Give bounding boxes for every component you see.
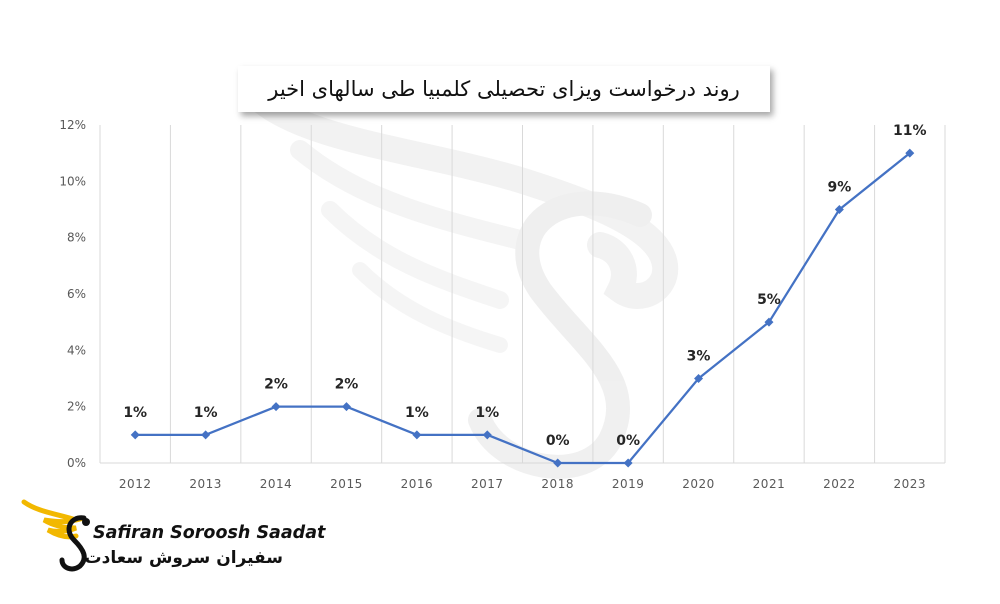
y-tick-label: 12%	[59, 118, 86, 132]
data-label: 1%	[194, 405, 218, 421]
data-label: 3%	[687, 349, 711, 365]
data-label: 1%	[123, 405, 147, 421]
data-point	[412, 430, 422, 440]
x-tick-label: 2014	[260, 477, 293, 491]
y-tick-label: 4%	[67, 343, 86, 357]
data-label: 1%	[475, 405, 499, 421]
data-label: 2%	[264, 377, 288, 393]
y-tick-label: 2%	[67, 400, 86, 414]
data-point	[553, 458, 563, 468]
x-tick-label: 2015	[330, 477, 363, 491]
data-point	[341, 402, 351, 412]
data-label: 11%	[893, 123, 927, 139]
data-point	[201, 430, 211, 440]
x-tick-label: 2020	[682, 477, 715, 491]
series-line	[135, 152, 911, 465]
y-tick-label: 0%	[67, 456, 86, 470]
data-point	[694, 374, 704, 383]
data-point	[130, 430, 140, 440]
watermark-logo	[242, 82, 679, 479]
x-tick-label: 2021	[753, 477, 786, 491]
data-label: 2%	[335, 377, 359, 393]
chart-title: روند درخواست ویزای تحصیلی کلمبیا طی ساله…	[238, 66, 770, 112]
data-label: 1%	[405, 405, 429, 421]
x-tick-label: 2016	[401, 477, 434, 491]
x-tick-label: 2017	[471, 477, 504, 491]
x-tick-label: 2013	[189, 477, 222, 491]
data-label: 9%	[827, 180, 851, 196]
eagle-wing-icon	[21, 499, 90, 572]
data-label: 0%	[546, 433, 570, 449]
x-tick-label: 2019	[612, 477, 645, 491]
data-label: 0%	[616, 433, 640, 449]
data-point	[905, 148, 915, 158]
x-tick-label: 2018	[541, 477, 574, 491]
logo-text-fa: سفیران سروش سعادت	[84, 548, 283, 568]
data-point	[482, 430, 492, 440]
data-point	[623, 458, 633, 468]
company-logo: Safiran Soroosh Saadat سفیران سروش سعادت	[18, 492, 325, 582]
data-label: 5%	[757, 292, 781, 308]
y-tick-label: 8%	[67, 231, 86, 245]
logo-text-en: Safiran Soroosh Saadat	[93, 523, 326, 543]
x-tick-label: 2023	[894, 477, 927, 491]
x-tick-label: 2012	[119, 477, 152, 491]
data-point	[834, 205, 844, 214]
data-point	[271, 402, 281, 412]
x-tick-label: 2022	[823, 477, 856, 491]
data-point	[764, 317, 774, 327]
y-tick-label: 6%	[67, 287, 86, 301]
y-tick-label: 10%	[59, 174, 86, 188]
